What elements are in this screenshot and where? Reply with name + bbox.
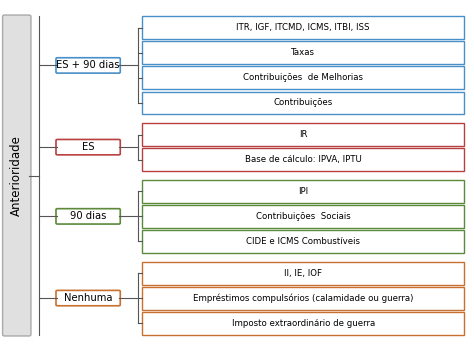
FancyBboxPatch shape	[56, 139, 120, 155]
Text: IPI: IPI	[298, 187, 308, 196]
Text: Anterioridade: Anterioridade	[10, 135, 23, 216]
FancyBboxPatch shape	[2, 15, 31, 336]
FancyBboxPatch shape	[56, 208, 120, 224]
FancyBboxPatch shape	[143, 41, 464, 64]
Text: Empréstimos compulsórios (calamidade ou guerra): Empréstimos compulsórios (calamidade ou …	[193, 293, 413, 303]
FancyBboxPatch shape	[56, 58, 120, 73]
Text: Imposto extraordinário de guerra: Imposto extraordinário de guerra	[231, 319, 375, 327]
Text: Contribuições: Contribuições	[273, 99, 333, 107]
Text: Nenhuma: Nenhuma	[64, 293, 112, 303]
FancyBboxPatch shape	[143, 287, 464, 310]
FancyBboxPatch shape	[143, 66, 464, 90]
FancyBboxPatch shape	[143, 205, 464, 228]
Text: Contribuições  Sociais: Contribuições Sociais	[256, 212, 351, 221]
FancyBboxPatch shape	[143, 16, 464, 39]
Text: ITR, IGF, ITCMD, ICMS, ITBI, ISS: ITR, IGF, ITCMD, ICMS, ITBI, ISS	[237, 24, 370, 32]
FancyBboxPatch shape	[143, 180, 464, 203]
FancyBboxPatch shape	[143, 123, 464, 146]
Text: 90 dias: 90 dias	[70, 211, 106, 221]
FancyBboxPatch shape	[143, 230, 464, 253]
Text: ES: ES	[82, 142, 94, 152]
Text: Base de cálculo: IPVA, IPTU: Base de cálculo: IPVA, IPTU	[245, 155, 362, 164]
FancyBboxPatch shape	[143, 312, 464, 335]
FancyBboxPatch shape	[143, 261, 464, 285]
FancyBboxPatch shape	[143, 148, 464, 171]
Text: II, IE, IOF: II, IE, IOF	[284, 269, 322, 278]
FancyBboxPatch shape	[143, 92, 464, 114]
Text: IR: IR	[299, 130, 308, 139]
Text: Contribuições  de Melhorias: Contribuições de Melhorias	[243, 73, 363, 82]
FancyBboxPatch shape	[56, 290, 120, 306]
Text: CIDE e ICMS Combustíveis: CIDE e ICMS Combustíveis	[246, 237, 360, 246]
Text: ES + 90 dias: ES + 90 dias	[56, 60, 120, 71]
Text: Taxas: Taxas	[291, 48, 315, 58]
